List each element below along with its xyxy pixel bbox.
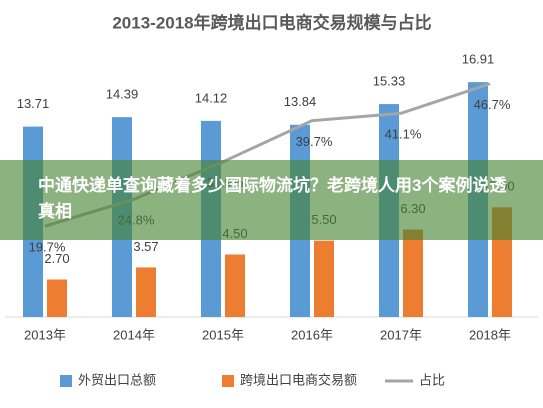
x-tick-label: 2013年: [24, 327, 66, 342]
legend-label: 跨境出口电商交易额: [240, 372, 357, 387]
data-label: 15.33: [373, 74, 406, 89]
bar: [225, 254, 245, 317]
legend-swatch: [60, 375, 72, 387]
data-label: 14.39: [106, 87, 139, 102]
data-label: 46.7%: [474, 97, 511, 112]
data-label: 19.7%: [29, 240, 66, 255]
bar: [314, 240, 334, 317]
data-label: 13.84: [284, 94, 317, 109]
x-tick-label: 2018年: [469, 327, 511, 342]
data-label: 2.70: [44, 251, 69, 266]
chart-title: 2013-2018年跨境出口电商交易规模与占比: [112, 12, 431, 32]
bar: [47, 279, 67, 317]
data-label: 3.57: [133, 239, 158, 254]
legend-label: 占比: [419, 372, 445, 387]
legend-swatch: [222, 375, 234, 387]
overlay-banner: 中通快递单查询藏着多少国际物流坑？老跨境人用3个案例说透真相: [0, 160, 543, 240]
bar: [136, 267, 156, 317]
x-tick-label: 2017年: [380, 327, 422, 342]
x-tick-label: 2014年: [113, 327, 155, 342]
legend-label: 外贸出口总额: [78, 372, 156, 387]
data-label: 39.7%: [296, 134, 333, 149]
data-label: 13.71: [17, 96, 50, 111]
data-label: 14.12: [195, 90, 228, 105]
data-label: 41.1%: [385, 127, 422, 142]
data-label: 16.91: [462, 52, 495, 67]
x-tick-label: 2016年: [291, 327, 333, 342]
x-tick-label: 2015年: [202, 327, 244, 342]
bar: [403, 229, 423, 317]
